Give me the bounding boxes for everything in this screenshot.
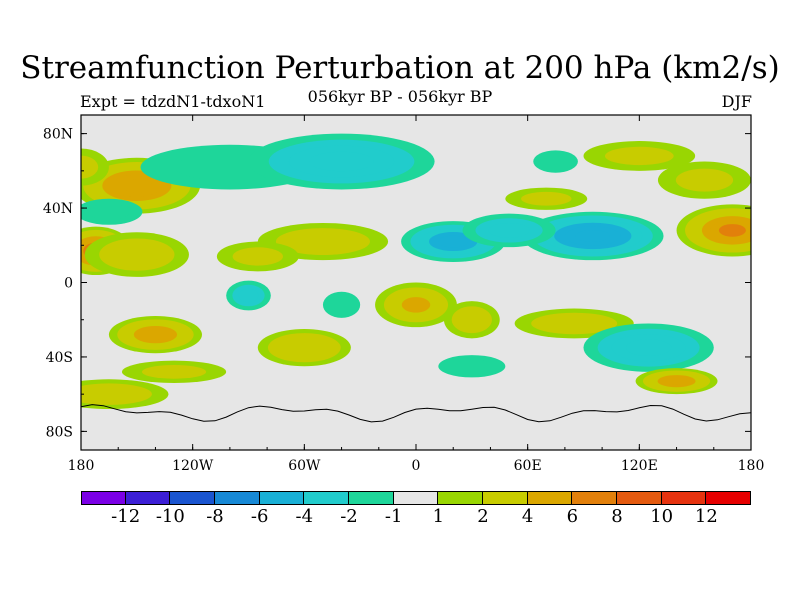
anomaly-contour (575, 230, 610, 242)
colorbar-swatch (81, 491, 126, 505)
colorbar-swatch (304, 491, 349, 505)
y-tick-label: 80N (43, 127, 73, 143)
anomaly-contour (121, 178, 153, 193)
axes: 180 120W 60W 0 60E 120E 180 80N 40N 0 40S 80S (43, 115, 764, 474)
colorbar-label: 10 (650, 506, 674, 527)
x-tick-label: 60W (288, 458, 321, 474)
x-tick-label: 180 (68, 458, 95, 474)
anomaly-contour (293, 233, 352, 250)
y-tick-label: 0 (64, 276, 73, 292)
colorbar-label: 6 (566, 506, 579, 527)
anomaly-contour (309, 151, 374, 172)
anomaly-contour (113, 244, 160, 265)
colorbar-swatch (483, 491, 528, 505)
colorbar-swatch (170, 491, 215, 505)
x-tick-label: 120E (621, 458, 658, 474)
anomaly-contour (675, 168, 734, 192)
anomaly-contour (288, 341, 321, 355)
anomaly-contour (521, 191, 572, 206)
x-tick-label: 60E (514, 458, 542, 474)
y-tick-label: 40N (43, 201, 73, 217)
colorbar-label: 4 (521, 506, 534, 527)
colorbar-swatch (393, 491, 439, 505)
anomaly-contour (625, 339, 672, 357)
anomaly-contour (88, 203, 130, 220)
experiment-label: Expt = tdzdN1-tdxoN1 (80, 92, 266, 111)
colorbar-label: -6 (250, 506, 269, 527)
anomaly-contour (547, 316, 601, 331)
plot-title: Streamfunction Perturbation at 200 hPa (… (20, 50, 780, 86)
period-label: 056kyr BP - 056kyr BP (307, 87, 493, 106)
colorbar-label: -2 (340, 506, 358, 527)
colorbar-swatch (706, 491, 751, 505)
colorbar-label: -4 (295, 506, 314, 527)
anomaly-contour (82, 387, 136, 401)
anomaly-contour (232, 247, 284, 266)
anomaly-contour (451, 359, 493, 374)
colorbar-label: 2 (477, 506, 489, 527)
colorbar-swatch (438, 491, 483, 505)
colorbar-swatch (349, 491, 394, 505)
anomaly-contour (401, 297, 431, 313)
anomaly-contour (238, 288, 259, 303)
x-tick-label: 180 (738, 458, 765, 474)
anomaly-contour (488, 222, 530, 238)
colorbar-swatch (661, 491, 707, 505)
anomaly-contour (141, 364, 207, 379)
colorbar-swatch (617, 491, 662, 505)
x-tick-label: 0 (412, 458, 421, 474)
colorbar-label: 1 (432, 506, 445, 527)
anomaly-contour (718, 224, 746, 237)
colorbar-label: 12 (694, 506, 718, 527)
anomaly-contour (330, 296, 354, 313)
season-label: DJF (721, 92, 752, 111)
colorbar-swatch (259, 491, 305, 505)
colorbar-label: -8 (206, 506, 224, 527)
anomaly-contour (438, 235, 469, 248)
anomaly-contour (459, 311, 485, 328)
colorbar-label: -12 (111, 506, 141, 527)
x-tick-label: 120W (172, 458, 214, 474)
anomaly-field (81, 133, 751, 410)
colorbar-swatch (125, 491, 171, 505)
colorbar-label: -10 (155, 506, 185, 527)
anomaly-contour (604, 146, 674, 166)
colorbar-swatch (572, 491, 617, 505)
anomaly-contour (142, 329, 169, 340)
colorbar-swatch (527, 491, 573, 505)
anomaly-contour (541, 154, 570, 169)
anomaly-contour (81, 155, 99, 179)
coastlines (81, 404, 751, 423)
anomaly-contour (664, 377, 689, 385)
colorbar-label: -1 (384, 506, 403, 527)
y-tick-label: 40S (46, 350, 73, 366)
colorbar-label: 8 (611, 506, 623, 527)
colorbar-swatch (215, 491, 260, 505)
y-tick-label: 80S (46, 424, 73, 440)
antarctica-coast (81, 404, 751, 423)
